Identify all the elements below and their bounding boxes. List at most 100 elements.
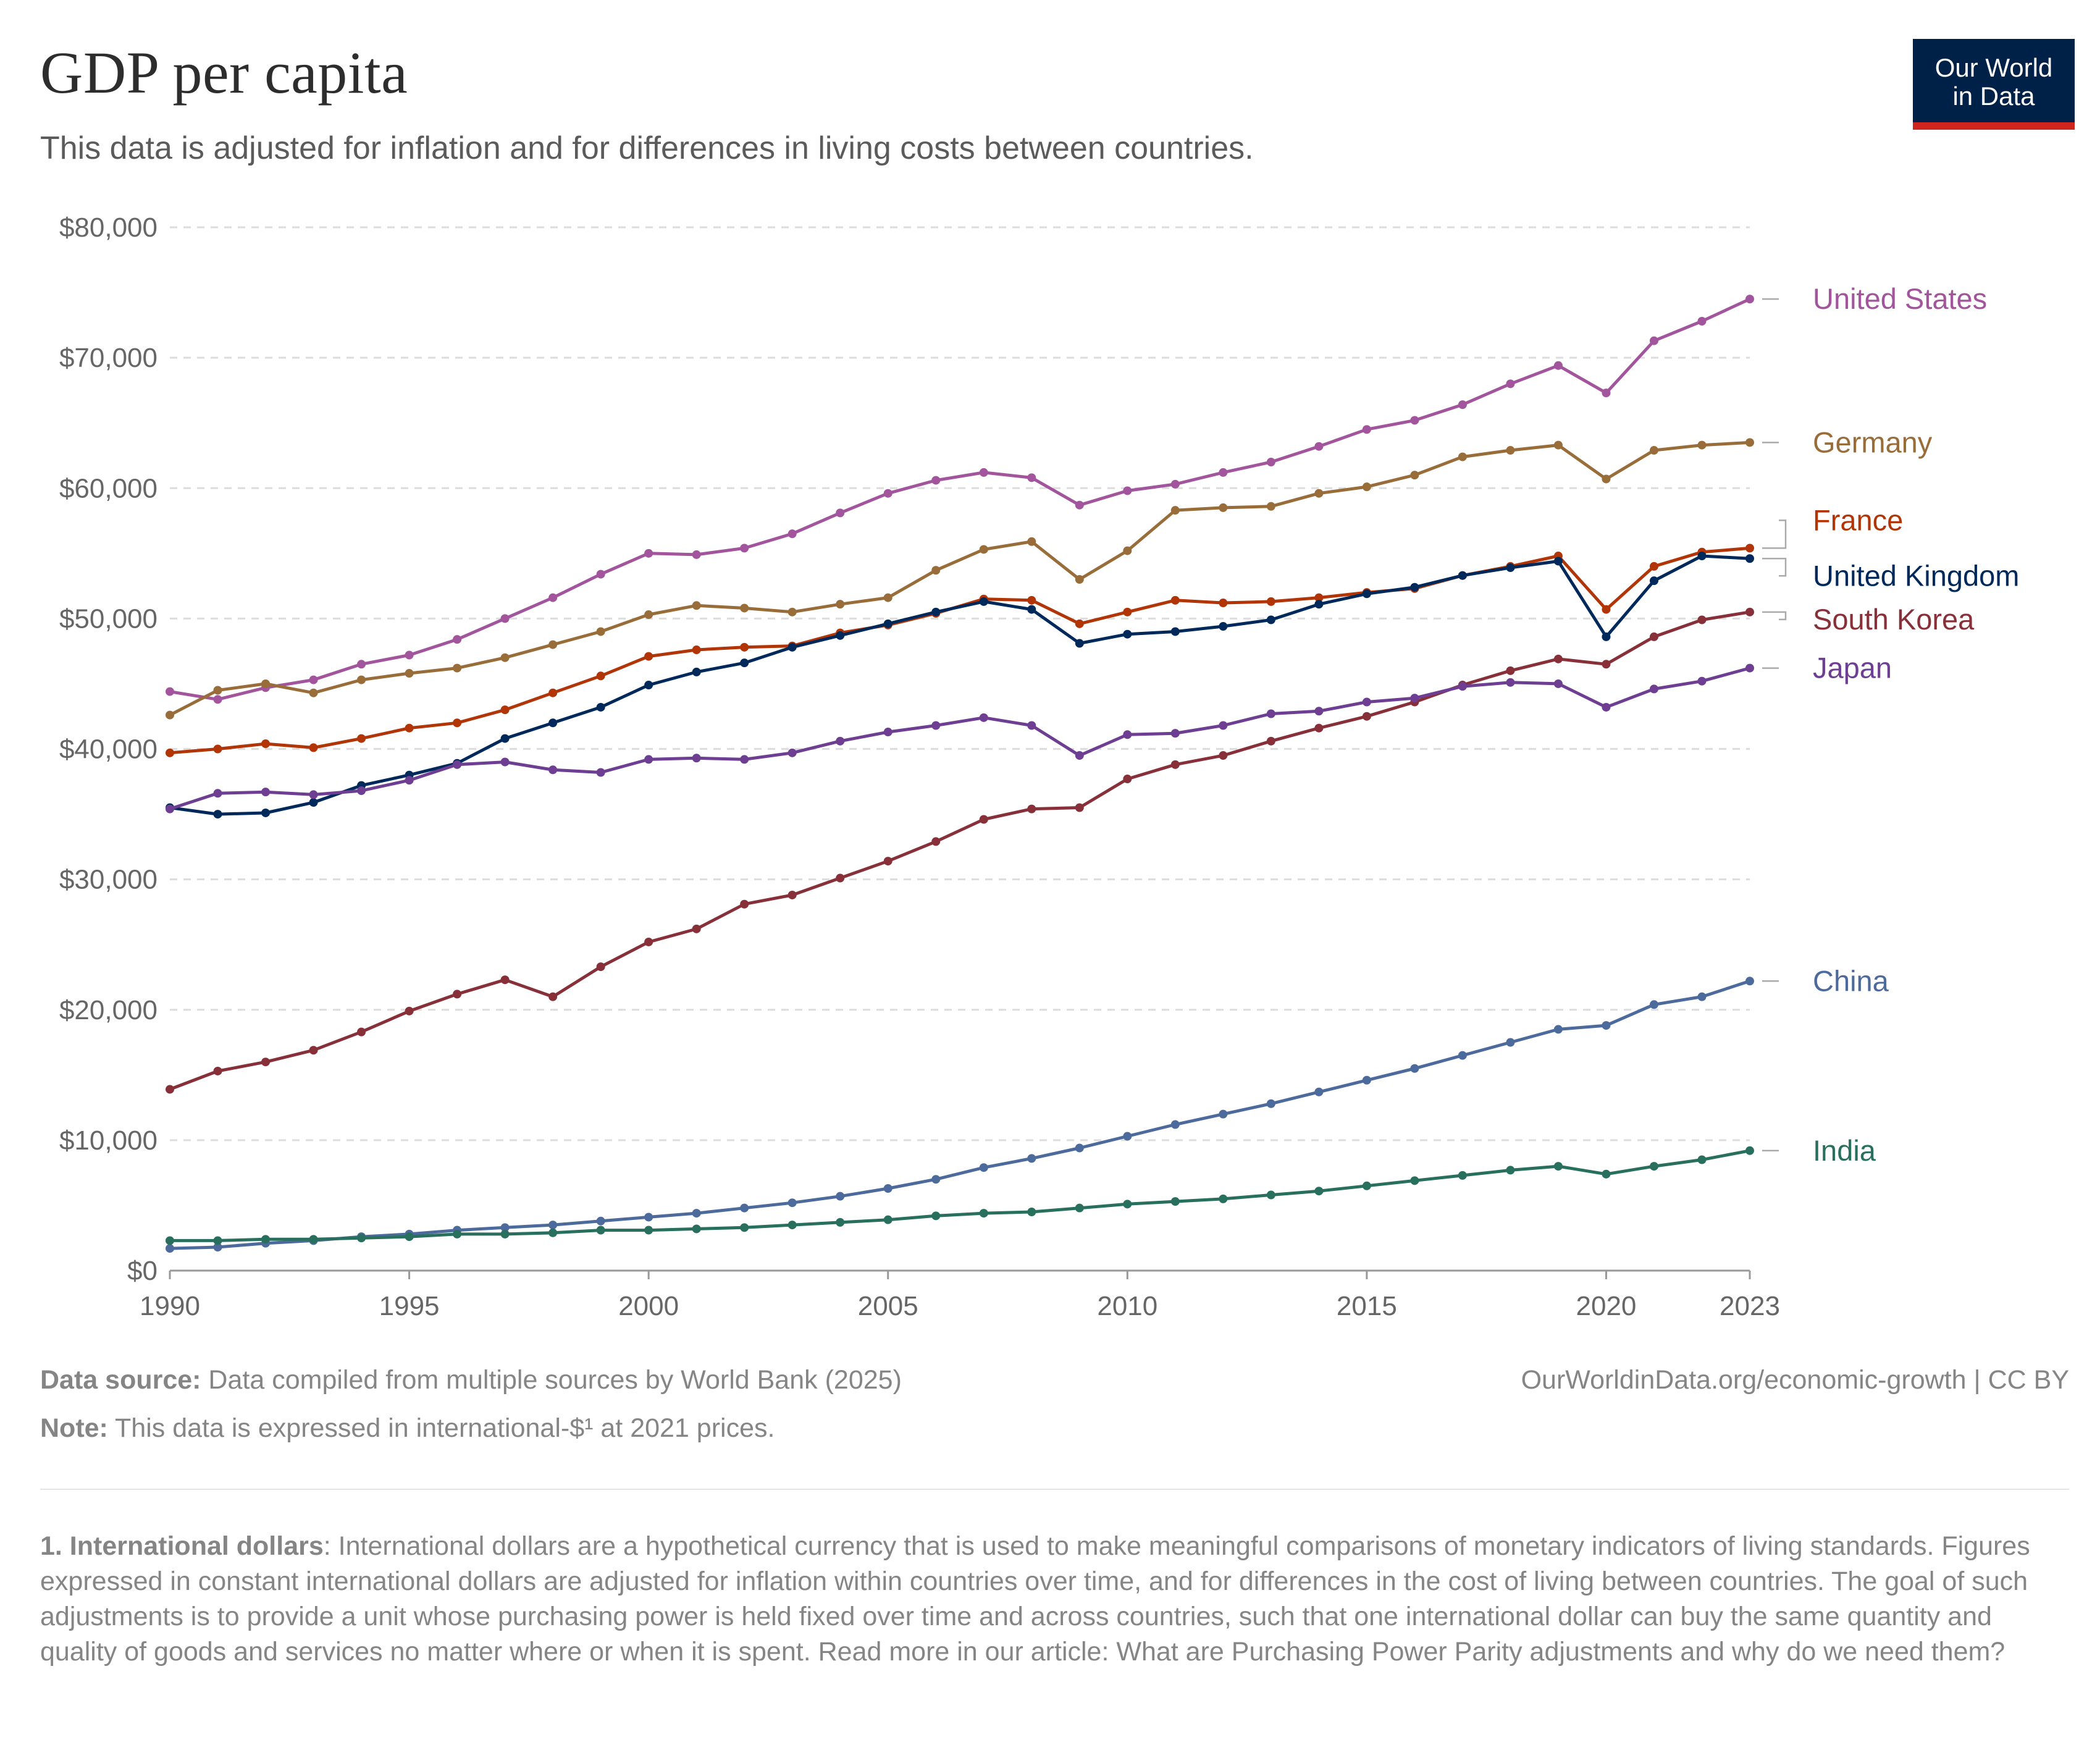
data-point[interactable]	[357, 1027, 366, 1036]
data-point[interactable]	[405, 1232, 414, 1242]
data-point[interactable]	[1458, 452, 1467, 461]
data-point[interactable]	[1266, 458, 1275, 467]
data-point[interactable]	[979, 713, 988, 722]
data-point[interactable]	[1314, 1187, 1324, 1196]
data-point[interactable]	[1362, 1181, 1371, 1190]
data-point[interactable]	[1602, 660, 1611, 669]
data-point[interactable]	[692, 645, 701, 655]
data-point[interactable]	[1553, 679, 1563, 688]
data-point[interactable]	[1123, 546, 1132, 555]
data-point[interactable]	[1745, 1146, 1754, 1155]
data-point[interactable]	[1075, 639, 1084, 648]
data-point[interactable]	[1314, 1087, 1324, 1096]
data-point[interactable]	[405, 1006, 414, 1015]
data-point[interactable]	[213, 1236, 222, 1245]
data-point[interactable]	[1266, 597, 1275, 606]
data-point[interactable]	[453, 990, 462, 999]
series-label-text[interactable]: United Kingdom	[1813, 559, 2019, 592]
data-point[interactable]	[1410, 416, 1419, 425]
data-point[interactable]	[309, 798, 318, 807]
data-point[interactable]	[1649, 684, 1658, 694]
data-point[interactable]	[740, 1203, 749, 1213]
data-point[interactable]	[1075, 500, 1084, 510]
data-point[interactable]	[1027, 721, 1036, 730]
series-line[interactable]	[169, 554, 1750, 816]
series-japan[interactable]	[166, 663, 1754, 814]
data-point[interactable]	[309, 790, 318, 799]
data-point[interactable]	[883, 593, 892, 602]
data-point[interactable]	[644, 610, 653, 620]
data-point[interactable]	[500, 614, 510, 623]
data-point[interactable]	[1458, 400, 1467, 410]
series-label-text[interactable]: South Korea	[1813, 603, 1975, 636]
data-point[interactable]	[548, 688, 558, 697]
data-point[interactable]	[979, 1163, 988, 1172]
data-point[interactable]	[644, 755, 653, 764]
credit-link[interactable]: OurWorldinData.org/economic-growth | CC …	[1521, 1365, 2069, 1395]
data-point[interactable]	[596, 1226, 605, 1235]
data-point[interactable]	[883, 1215, 892, 1224]
data-point[interactable]	[1697, 317, 1707, 326]
data-point[interactable]	[548, 640, 558, 649]
data-point[interactable]	[1602, 474, 1611, 484]
data-point[interactable]	[596, 671, 605, 681]
data-point[interactable]	[1170, 479, 1180, 489]
data-point[interactable]	[309, 743, 318, 752]
data-point[interactable]	[1027, 1154, 1036, 1163]
data-point[interactable]	[740, 658, 749, 668]
data-point[interactable]	[1649, 336, 1658, 345]
data-point[interactable]	[883, 728, 892, 737]
data-point[interactable]	[1553, 1162, 1563, 1171]
data-point[interactable]	[357, 734, 366, 743]
series-label-text[interactable]: United States	[1813, 282, 1987, 315]
data-point[interactable]	[883, 1184, 892, 1193]
data-point[interactable]	[836, 736, 845, 746]
series-india[interactable]	[166, 1146, 1754, 1245]
data-point[interactable]	[1745, 554, 1754, 563]
data-point[interactable]	[1362, 697, 1371, 707]
data-point[interactable]	[213, 1242, 222, 1251]
data-point[interactable]	[1697, 1155, 1707, 1164]
data-point[interactable]	[692, 1224, 701, 1234]
data-point[interactable]	[596, 570, 605, 579]
data-point[interactable]	[1075, 1143, 1084, 1153]
series-china[interactable]	[166, 977, 1754, 1253]
series-line[interactable]	[169, 610, 1750, 1091]
data-point[interactable]	[261, 739, 271, 749]
data-point[interactable]	[500, 734, 510, 743]
data-point[interactable]	[740, 544, 749, 553]
data-point[interactable]	[740, 642, 749, 652]
data-point[interactable]	[166, 1236, 174, 1245]
data-point[interactable]	[1314, 707, 1324, 716]
data-point[interactable]	[1553, 557, 1563, 566]
data-point[interactable]	[1745, 295, 1754, 304]
data-point[interactable]	[1123, 607, 1132, 616]
data-point[interactable]	[1170, 595, 1180, 605]
data-point[interactable]	[1602, 702, 1611, 712]
data-point[interactable]	[788, 642, 797, 652]
data-point[interactable]	[261, 788, 271, 797]
data-point[interactable]	[836, 508, 845, 518]
data-point[interactable]	[1410, 694, 1419, 703]
data-point[interactable]	[740, 1223, 749, 1232]
data-point[interactable]	[1219, 468, 1228, 477]
data-point[interactable]	[740, 603, 749, 613]
data-point[interactable]	[1027, 1207, 1036, 1216]
data-point[interactable]	[1027, 537, 1036, 546]
data-point[interactable]	[1170, 729, 1180, 738]
data-point[interactable]	[1266, 709, 1275, 718]
data-point[interactable]	[596, 702, 605, 712]
data-point[interactable]	[979, 1209, 988, 1218]
data-point[interactable]	[405, 776, 414, 785]
series-label-south-korea[interactable]: South Korea	[1762, 603, 1975, 636]
data-point[interactable]	[740, 755, 749, 764]
data-point[interactable]	[1649, 632, 1658, 641]
data-point[interactable]	[836, 873, 845, 883]
data-point[interactable]	[500, 975, 510, 985]
data-point[interactable]	[644, 1213, 653, 1222]
data-point[interactable]	[453, 760, 462, 769]
data-point[interactable]	[1553, 654, 1563, 663]
data-point[interactable]	[1745, 544, 1754, 553]
data-point[interactable]	[405, 669, 414, 678]
data-point[interactable]	[1123, 775, 1132, 784]
